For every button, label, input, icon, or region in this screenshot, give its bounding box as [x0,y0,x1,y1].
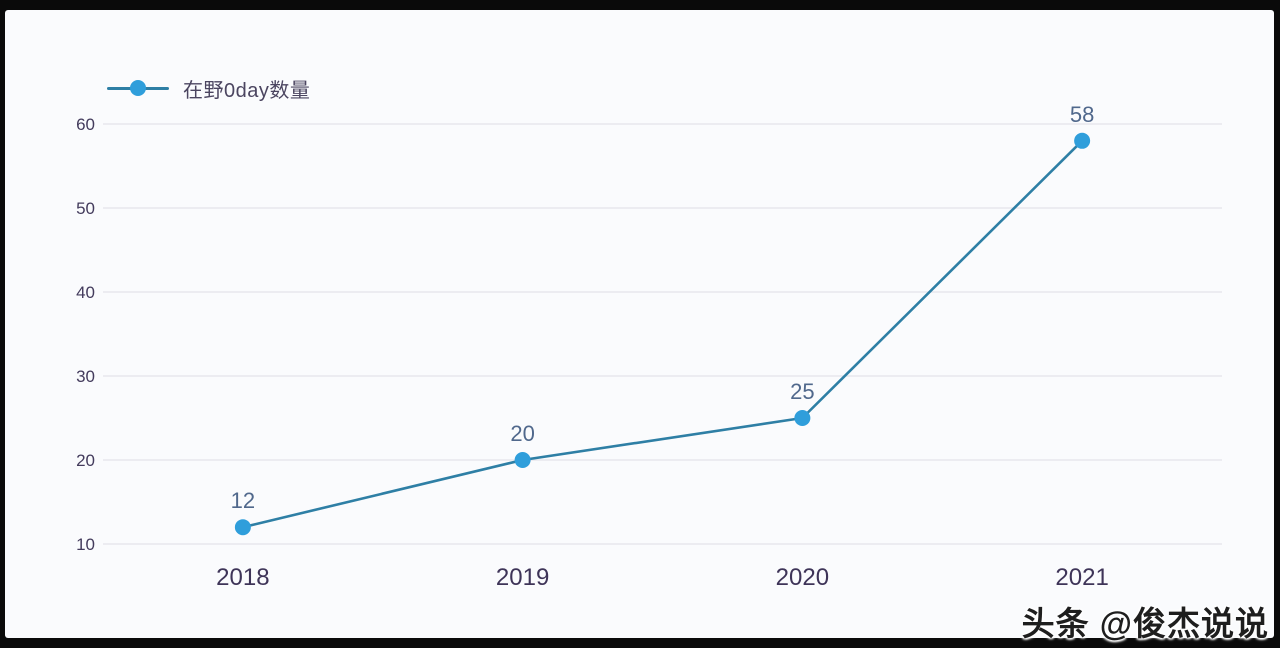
data-point-label: 12 [231,488,255,513]
y-axis-tick-label: 20 [76,451,95,470]
data-point-label: 25 [790,379,814,404]
y-axis-tick-label: 10 [76,535,95,554]
y-axis-tick-label: 50 [76,199,95,218]
chart-panel [5,10,1274,638]
data-point [794,410,811,426]
x-axis-tick-label: 2021 [1055,564,1108,591]
y-axis-tick-label: 60 [76,115,95,134]
y-axis-tick-label: 30 [76,367,95,386]
x-axis-tick-label: 2018 [216,564,269,591]
data-point [514,452,531,468]
x-axis-tick-label: 2020 [776,564,829,591]
watermark-text: 头条 @俊杰说说 [1021,605,1269,642]
data-point [234,519,251,536]
legend-line-dot-icon [107,74,169,102]
data-point-label: 58 [1070,102,1094,127]
legend-dot-icon [130,80,146,96]
y-axis-tick-label: 40 [76,283,95,302]
series-line [242,139,1084,529]
chart-legend: 在野0day数量 [107,74,310,102]
legend-series-label: 在野0day数量 [183,79,311,102]
data-point [1074,132,1091,149]
data-point-label: 20 [510,421,534,446]
x-axis-tick-label: 2019 [496,564,549,591]
